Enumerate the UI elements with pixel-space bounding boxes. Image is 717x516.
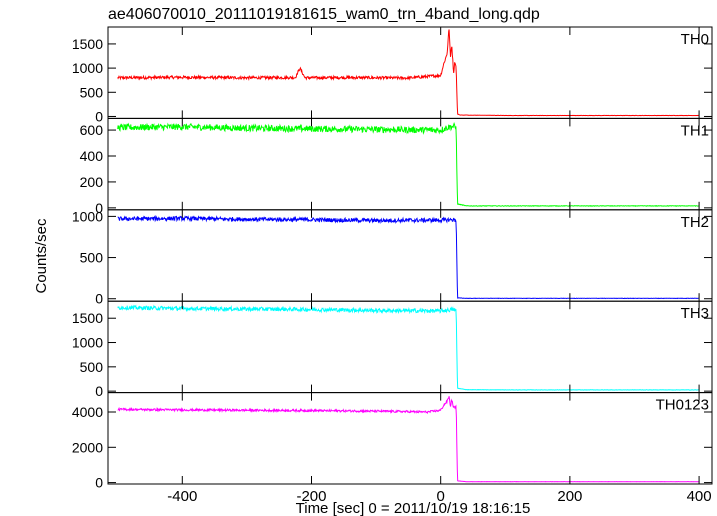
y-tick-label: 0 [95,383,103,399]
series-line-th2 [117,215,699,300]
series-line-th1 [117,121,699,207]
y-tick-label: 0 [95,475,103,491]
y-tick-label: 4000 [72,404,103,420]
y-tick-label: 1500 [72,36,103,52]
y-tick-label: 500 [80,84,104,100]
x-tick-label: -200 [296,488,326,505]
panel-th0123: 0 2000 4000 TH0123 [72,392,713,491]
panel-frame [107,300,713,394]
panel-frame [107,26,713,119]
panel-th2: 0 500 1000 TH2 [72,208,713,307]
panel-frame [107,392,713,485]
x-tick-label: -400 [167,488,197,505]
y-tick-label: 2000 [72,439,103,455]
chart-title: ae406070010_20111019181615_wam0_trn_4ban… [108,6,540,23]
y-tick-label: 600 [80,122,104,138]
y-tick-label: 1000 [72,335,103,351]
panel-th0: 0 500 1000 1500 TH0 [72,26,713,124]
y-tick-label: 200 [80,174,104,190]
x-tick-label: 400 [687,488,712,505]
y-tick-label: 500 [80,250,104,266]
y-tick-label: 1000 [72,208,103,224]
panel-th1: 0 200 400 600 TH1 [80,117,713,216]
y-tick-label: 0 [95,200,103,216]
series-name-th2: TH2 [681,214,709,231]
x-axis-label: Time [sec] 0 = 2011/10/19 18:16:15 [296,500,531,516]
x-tick-label: 0 [437,488,445,505]
y-axis-label: Counts/sec [33,218,50,294]
panel-frame [107,209,713,302]
series-name-th0: TH0 [681,31,709,48]
y-tick-label: 1500 [72,310,103,326]
x-tick-label: 200 [557,488,582,505]
series-name-th1: TH1 [681,122,709,139]
y-tick-label: 0 [95,291,103,307]
y-tick-label: 500 [80,359,104,375]
series-name-th0123: TH0123 [656,397,709,414]
y-tick-label: 1000 [72,60,103,76]
series-name-th3: TH3 [681,305,709,322]
series-line-th3 [117,304,699,391]
y-tick-label: 0 [95,108,103,124]
series-line-th0 [117,29,699,117]
panel-th3: 0 500 1000 1500 TH3 [72,300,713,399]
y-tick-label: 400 [80,148,104,164]
series-line-th0123 [117,396,699,483]
